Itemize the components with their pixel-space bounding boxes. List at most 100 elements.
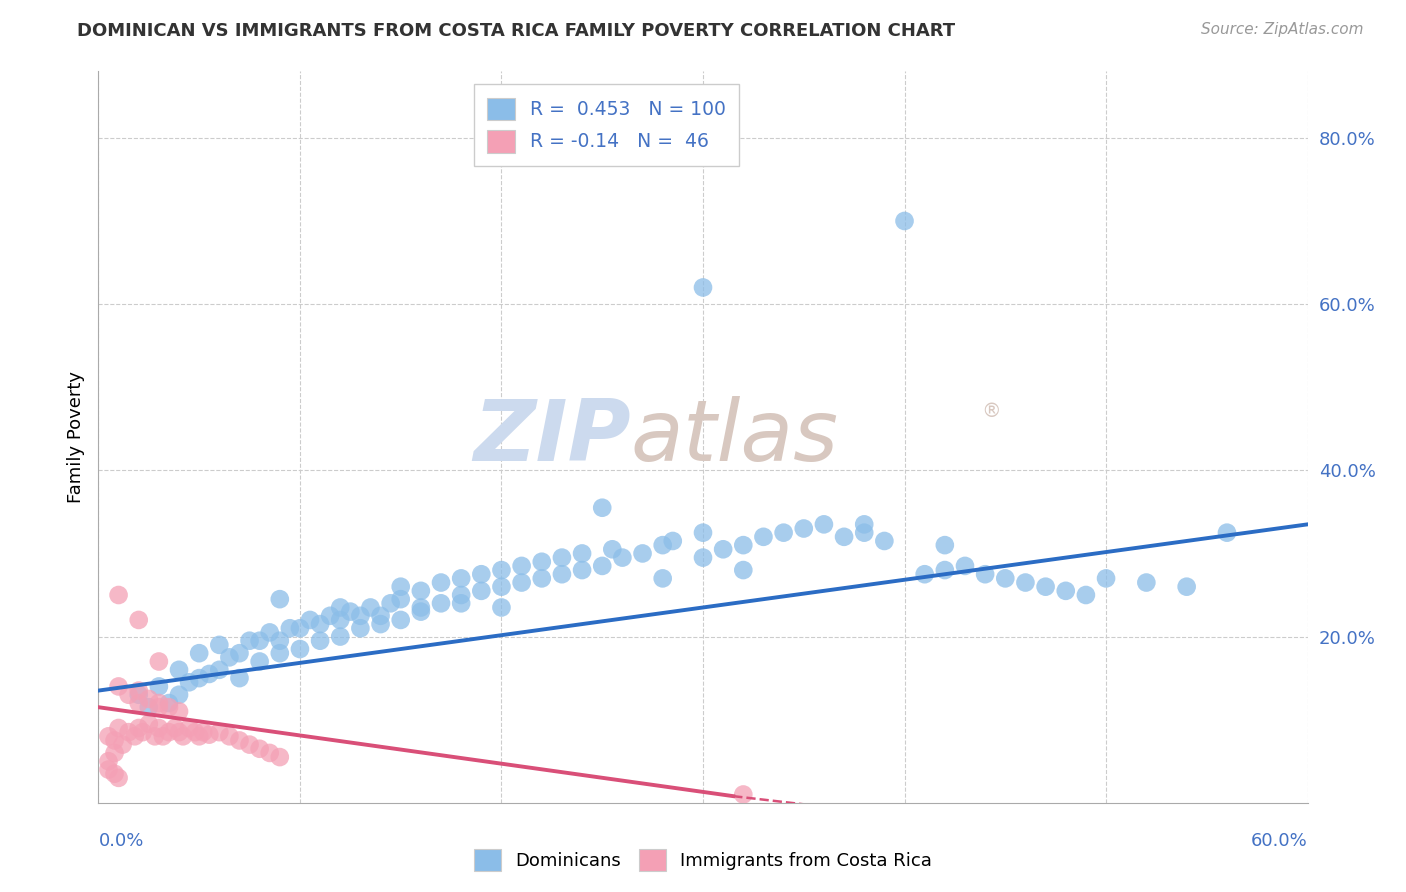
- Point: [813, 517, 835, 532]
- Point: [1014, 575, 1036, 590]
- Point: [278, 621, 301, 635]
- Point: [138, 716, 160, 731]
- Legend: R =  0.453   N = 100, R = -0.14   N =  46: R = 0.453 N = 100, R = -0.14 N = 46: [474, 85, 740, 166]
- Point: [148, 721, 170, 735]
- Point: [167, 688, 190, 702]
- Point: [188, 671, 211, 685]
- Point: [370, 617, 392, 632]
- Point: [118, 688, 141, 702]
- Point: [491, 580, 513, 594]
- Point: [208, 638, 231, 652]
- Point: [491, 563, 513, 577]
- Point: [124, 729, 146, 743]
- Point: [111, 738, 134, 752]
- Point: [249, 741, 271, 756]
- Point: [602, 542, 624, 557]
- Point: [218, 650, 240, 665]
- Point: [128, 688, 150, 702]
- Point: [733, 788, 755, 802]
- Point: [128, 696, 150, 710]
- Point: [733, 563, 755, 577]
- Text: DOMINICAN VS IMMIGRANTS FROM COSTA RICA FAMILY POVERTY CORRELATION CHART: DOMINICAN VS IMMIGRANTS FROM COSTA RICA …: [77, 22, 956, 40]
- Point: [914, 567, 936, 582]
- Point: [138, 700, 160, 714]
- Point: [430, 575, 453, 590]
- Point: [510, 558, 533, 573]
- Point: [103, 746, 125, 760]
- Point: [97, 754, 120, 768]
- Point: [409, 605, 432, 619]
- Point: [772, 525, 794, 540]
- Point: [571, 546, 593, 560]
- Point: [530, 571, 553, 585]
- Point: [208, 725, 231, 739]
- Point: [651, 571, 673, 585]
- Point: [184, 725, 207, 739]
- Point: [1135, 575, 1157, 590]
- Point: [470, 583, 492, 598]
- Point: [1095, 571, 1118, 585]
- Point: [193, 725, 215, 739]
- Point: [329, 600, 352, 615]
- Point: [934, 538, 956, 552]
- Point: [692, 525, 714, 540]
- Point: [832, 530, 855, 544]
- Point: [132, 725, 155, 739]
- Point: [288, 642, 311, 657]
- Point: [179, 675, 201, 690]
- Point: [380, 596, 402, 610]
- Point: [107, 771, 129, 785]
- Point: [228, 671, 250, 685]
- Point: [389, 613, 412, 627]
- Point: [329, 630, 352, 644]
- Point: [239, 738, 262, 752]
- Point: [329, 613, 352, 627]
- Point: [103, 766, 125, 780]
- Point: [167, 725, 190, 739]
- Point: [97, 729, 120, 743]
- Point: [711, 542, 734, 557]
- Point: [661, 533, 683, 548]
- Text: atlas: atlas: [630, 395, 838, 479]
- Point: [157, 696, 180, 710]
- Point: [873, 533, 896, 548]
- Point: [157, 700, 180, 714]
- Point: [269, 750, 291, 764]
- Point: [309, 617, 332, 632]
- Point: [450, 571, 472, 585]
- Point: [148, 655, 170, 669]
- Point: [167, 705, 190, 719]
- Point: [470, 567, 492, 582]
- Point: [198, 667, 221, 681]
- Point: [228, 733, 250, 747]
- Point: [299, 613, 322, 627]
- Text: ®: ®: [981, 402, 1001, 421]
- Point: [1175, 580, 1198, 594]
- Point: [934, 563, 956, 577]
- Point: [994, 571, 1017, 585]
- Point: [752, 530, 775, 544]
- Point: [389, 580, 412, 594]
- Point: [491, 600, 513, 615]
- Point: [409, 600, 432, 615]
- Point: [103, 733, 125, 747]
- Point: [319, 608, 342, 623]
- Point: [1074, 588, 1097, 602]
- Point: [339, 605, 361, 619]
- Point: [631, 546, 654, 560]
- Point: [128, 683, 150, 698]
- Point: [128, 721, 150, 735]
- Point: [249, 633, 271, 648]
- Point: [259, 625, 281, 640]
- Legend: Dominicans, Immigrants from Costa Rica: Dominicans, Immigrants from Costa Rica: [467, 842, 939, 879]
- Point: [1054, 583, 1077, 598]
- Point: [188, 646, 211, 660]
- Point: [228, 646, 250, 660]
- Point: [692, 280, 714, 294]
- Text: Source: ZipAtlas.com: Source: ZipAtlas.com: [1201, 22, 1364, 37]
- Point: [148, 696, 170, 710]
- Y-axis label: Family Poverty: Family Poverty: [66, 371, 84, 503]
- Point: [612, 550, 634, 565]
- Point: [360, 600, 382, 615]
- Point: [853, 525, 876, 540]
